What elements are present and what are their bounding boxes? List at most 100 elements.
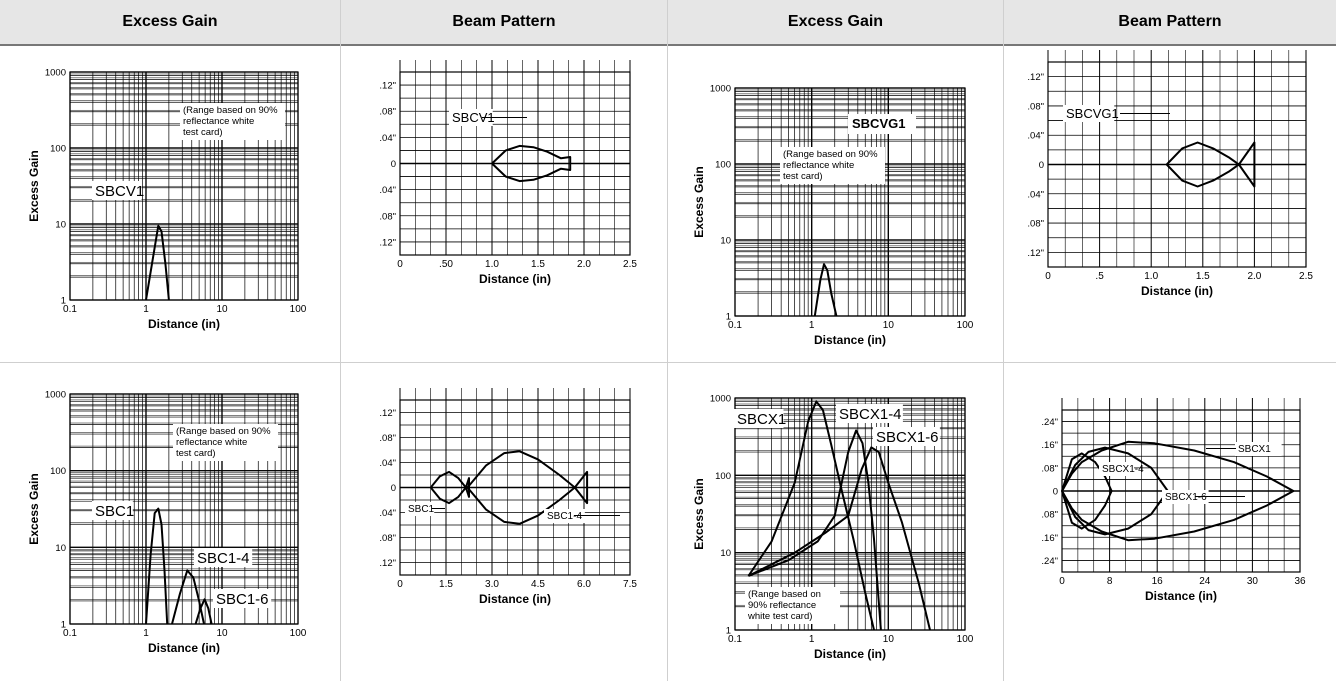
y-axis-label: Excess Gain bbox=[27, 473, 41, 544]
series-label-background bbox=[734, 409, 784, 428]
y-axis-label: Excess Gain bbox=[27, 150, 41, 221]
x-tick-label: 36 bbox=[1294, 576, 1306, 587]
x-tick-label: 0.1 bbox=[728, 320, 742, 331]
x-tick-label: .5 bbox=[1095, 271, 1104, 282]
y-tick-label: 1000 bbox=[45, 68, 66, 79]
y-tick-label: .12" bbox=[379, 558, 396, 569]
row-divider bbox=[0, 362, 1336, 363]
x-tick-label: 0 bbox=[397, 579, 403, 590]
range-note: (Range based on 90% bbox=[183, 105, 278, 116]
x-axis-label: Distance (in) bbox=[814, 647, 886, 661]
chart-bp-sbc1: 0 1.5 3.0 4.5 6.0 7.5 .12" .08" .04" 0 .04" .08" .12… bbox=[379, 388, 637, 606]
y-tick-label: .12" bbox=[1027, 72, 1044, 83]
x-tick-label: 1.0 bbox=[1144, 271, 1158, 282]
title-background bbox=[848, 114, 916, 134]
series-label: SBCX1-4 bbox=[1102, 464, 1144, 475]
series-label: SBCX1-4 bbox=[839, 406, 902, 423]
y-tick-label: .08" bbox=[379, 211, 396, 222]
x-tick-label: 1 bbox=[809, 634, 815, 645]
note-background bbox=[780, 147, 885, 184]
y-tick-label: .24" bbox=[1041, 417, 1058, 428]
series-label-background bbox=[1099, 462, 1134, 476]
y-tick-label: 100 bbox=[715, 160, 731, 171]
series-label-background bbox=[1235, 442, 1282, 456]
series-line-sbcx1 bbox=[1061, 452, 1113, 530]
y-tick-label: 0 bbox=[1053, 487, 1058, 498]
y-tick-label: .08" bbox=[1041, 510, 1058, 521]
series-label: SBC1-4 bbox=[547, 511, 582, 522]
x-tick-label: 0.1 bbox=[63, 304, 77, 315]
x-axis-label: Distance (in) bbox=[479, 592, 551, 606]
chart-bp-sbcvg1: 0 .5 1.0 1.5 2.0 2.5 .12" .08" .04" 0 .04" .08" .12"… bbox=[1027, 50, 1313, 298]
x-tick-label: 1 bbox=[143, 628, 149, 639]
x-tick-label: 10 bbox=[883, 320, 895, 331]
series-line-sbcvg1 bbox=[813, 263, 838, 317]
x-tick-label: 1 bbox=[143, 304, 149, 315]
x-tick-label: 10 bbox=[883, 634, 895, 645]
y-tick-label: 10 bbox=[720, 236, 731, 247]
series-line-sbcx1-6 bbox=[748, 446, 931, 631]
y-tick-label: .12" bbox=[1027, 248, 1044, 259]
chart-title: SBCVG1 bbox=[852, 116, 905, 131]
series-label-background bbox=[836, 404, 903, 423]
series-label: SBCVG1 bbox=[1066, 106, 1119, 121]
y-tick-label: .04" bbox=[379, 133, 396, 144]
plot-frame bbox=[69, 393, 299, 625]
series-label-background bbox=[449, 109, 493, 126]
y-tick-label: .04" bbox=[379, 185, 396, 196]
x-tick-label: 100 bbox=[290, 628, 307, 639]
y-tick-label: .24" bbox=[1041, 556, 1058, 567]
y-axis-label: Excess Gain bbox=[692, 166, 706, 237]
x-tick-label: 2.5 bbox=[1299, 271, 1313, 282]
series-line-sbcx1-6 bbox=[1061, 440, 1295, 542]
y-tick-label: .04" bbox=[379, 458, 396, 469]
range-note: reflectance white bbox=[176, 437, 247, 448]
column-divider bbox=[340, 0, 341, 681]
x-tick-label: 0.1 bbox=[63, 628, 77, 639]
range-note: reflectance white bbox=[183, 116, 254, 127]
plot-frame bbox=[1047, 61, 1307, 268]
y-tick-label: 10 bbox=[55, 543, 66, 554]
y-tick-label: .12" bbox=[379, 81, 396, 92]
column-divider bbox=[667, 0, 668, 681]
y-tick-label: 10 bbox=[55, 220, 66, 231]
y-tick-label: .08" bbox=[1027, 219, 1044, 230]
chart-bp-sbcv1: 0 .50 1.0 1.5 2.0 2.5 .12" .08" .04" 0 .04" .08" .12… bbox=[379, 60, 637, 286]
series-label: SBCV1 bbox=[95, 183, 144, 200]
series-label-background bbox=[1063, 105, 1115, 122]
y-tick-label: 1000 bbox=[710, 394, 731, 405]
x-tick-label: 30 bbox=[1247, 576, 1259, 587]
series-label: SBCX1-6 bbox=[876, 429, 939, 446]
series-label: SBCV1 bbox=[452, 110, 495, 125]
series-label-background bbox=[1162, 490, 1209, 504]
x-tick-label: 2.0 bbox=[577, 259, 591, 270]
x-axis-label: Distance (in) bbox=[148, 641, 220, 655]
series-line-sbcvg1 bbox=[1165, 141, 1256, 188]
range-note: test card) bbox=[783, 171, 823, 182]
column-divider bbox=[1003, 0, 1004, 681]
x-axis-label: Distance (in) bbox=[814, 333, 886, 347]
y-tick-label: 0 bbox=[391, 159, 396, 170]
x-axis-label: Distance (in) bbox=[148, 317, 220, 331]
range-note: (Range based on bbox=[748, 589, 821, 600]
y-tick-label: .04" bbox=[1027, 131, 1044, 142]
plot-frame bbox=[734, 87, 966, 317]
range-note: (Range based on 90% bbox=[783, 149, 878, 160]
x-tick-label: 1.5 bbox=[439, 579, 453, 590]
x-tick-label: 0 bbox=[397, 259, 403, 270]
y-tick-label: 1 bbox=[726, 626, 731, 637]
x-tick-label: 10 bbox=[216, 628, 228, 639]
series-line-sbcx1 bbox=[747, 400, 875, 631]
range-note: (Range based on 90% bbox=[176, 426, 271, 437]
y-tick-label: 100 bbox=[50, 144, 66, 155]
range-note: white test card) bbox=[747, 611, 812, 622]
y-tick-label: .08" bbox=[1041, 463, 1058, 474]
y-axis-label: Excess Gain bbox=[692, 478, 706, 549]
x-tick-label: 10 bbox=[216, 304, 228, 315]
series-label-background bbox=[92, 501, 133, 520]
series-label: SBCX1 bbox=[737, 411, 786, 428]
